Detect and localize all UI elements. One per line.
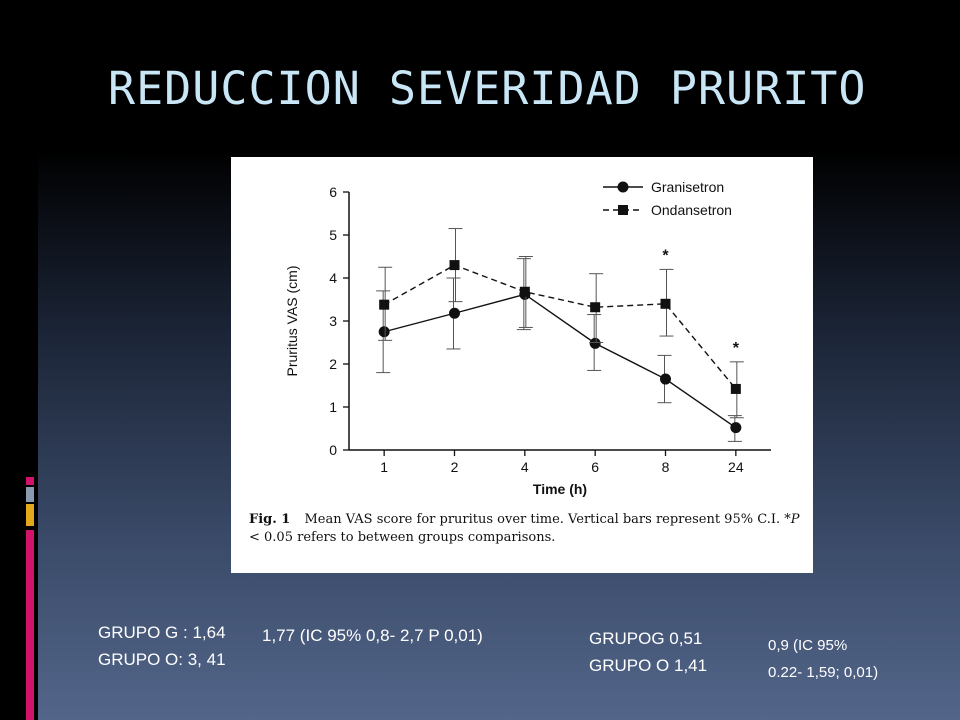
data-point-ondansetron bbox=[379, 299, 390, 310]
data-point-ondansetron bbox=[590, 302, 601, 313]
y-tick-label: 5 bbox=[329, 227, 337, 243]
legend-marker-granisetron bbox=[617, 181, 629, 193]
legend-label-granisetron: Granisetron bbox=[651, 179, 724, 195]
y-tick-label: 4 bbox=[329, 270, 337, 286]
note-group-means-right: GRUPOG 0,51 GRUPO O 1,41 bbox=[589, 625, 707, 679]
note-right-difference: 0,9 (IC 95% 0.22- 1,59; 0,01) bbox=[768, 632, 878, 686]
accent-bar-pink-small bbox=[26, 477, 34, 485]
caption-text-1: Mean VAS score for pruritus over time. V… bbox=[304, 512, 791, 527]
y-axis-label: Pruritus VAS (cm) bbox=[284, 266, 300, 377]
x-tick-label: 6 bbox=[591, 459, 599, 475]
data-point-granisetron bbox=[730, 422, 742, 434]
y-tick-label: 1 bbox=[329, 399, 337, 415]
data-point-ondansetron bbox=[449, 260, 460, 271]
x-tick-label: 2 bbox=[451, 459, 459, 475]
x-tick-label: 4 bbox=[521, 459, 529, 475]
legend-marker-ondansetron bbox=[618, 205, 628, 215]
y-tick-label: 0 bbox=[329, 442, 337, 458]
accent-bar-pink-long bbox=[26, 530, 34, 720]
data-point-ondansetron bbox=[730, 383, 741, 394]
y-tick-label: 2 bbox=[329, 356, 337, 372]
decorative-accent-bars bbox=[26, 477, 34, 720]
chart-caption: Fig. 1 Mean VAS score for pruritus over … bbox=[249, 511, 809, 547]
data-point-granisetron bbox=[449, 307, 460, 319]
x-tick-label: 8 bbox=[662, 459, 670, 475]
caption-label: Fig. 1 bbox=[249, 512, 291, 527]
significance-marker: * bbox=[733, 340, 740, 357]
caption-p: P bbox=[790, 512, 800, 527]
significance-marker: * bbox=[662, 247, 669, 264]
data-point-granisetron bbox=[378, 326, 390, 338]
note-right-diff-line1: 0,9 (IC 95% bbox=[768, 637, 848, 654]
series-line-granisetron bbox=[383, 293, 737, 429]
data-point-granisetron bbox=[660, 373, 671, 385]
accent-bar-gold bbox=[26, 504, 34, 526]
chart-figure: 0 1 2 3 4 5 6 1 2 4 6 8 24 Time (h) Pruritus VAS (cm) *… bbox=[231, 157, 813, 573]
x-axis-label: Time (h) bbox=[533, 481, 587, 497]
y-tick-label: 6 bbox=[329, 184, 337, 200]
caption-text-2: < 0.05 refers to between groups comparis… bbox=[249, 530, 556, 545]
data-point-ondansetron bbox=[660, 298, 671, 309]
note-left-line1: GRUPO G : 1,64 bbox=[98, 623, 226, 642]
x-tick-label: 1 bbox=[380, 459, 388, 475]
data-point-ondansetron bbox=[519, 286, 530, 297]
note-group-means-left: GRUPO G : 1,64 GRUPO O: 3, 41 bbox=[98, 619, 226, 673]
series-line-ondansetron bbox=[383, 264, 737, 390]
legend-label-ondansetron: Ondansetron bbox=[651, 202, 732, 218]
note-left-line2: GRUPO O: 3, 41 bbox=[98, 650, 226, 669]
y-tick-label: 3 bbox=[329, 313, 337, 329]
note-right-line1: GRUPOG 0,51 bbox=[589, 629, 703, 648]
data-point-granisetron bbox=[589, 337, 601, 349]
slide-title: REDUCCION SEVERIDAD PRURITO bbox=[108, 62, 867, 115]
accent-bar-gray bbox=[26, 487, 34, 502]
note-right-diff-line2: 0.22- 1,59; 0,01) bbox=[768, 664, 879, 681]
x-tick-label: 24 bbox=[728, 459, 744, 475]
note-left-difference: 1,77 (IC 95% 0,8- 2,7 P 0,01) bbox=[262, 626, 483, 645]
note-right-line2: GRUPO O 1,41 bbox=[589, 656, 708, 675]
